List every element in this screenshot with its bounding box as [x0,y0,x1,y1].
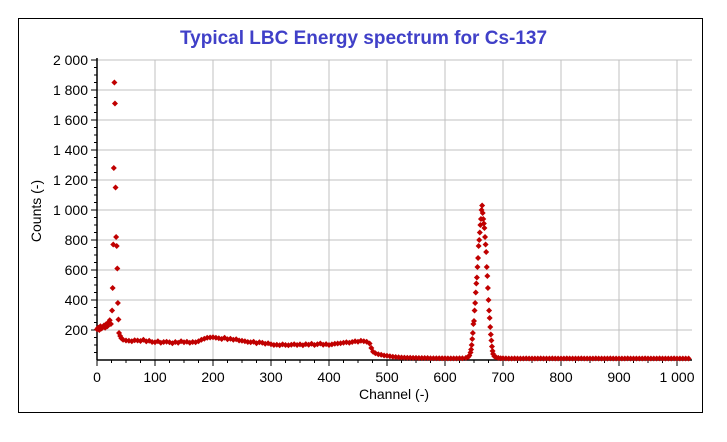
data-point [471,307,478,314]
data-point [366,340,373,347]
data-point [483,249,490,255]
x-tick-label: 300 [259,369,283,385]
y-tick-label: 1 400 [53,142,88,158]
data-point [109,307,116,314]
chart-title: Typical LBC Energy spectrum for Cs-137 [179,28,548,49]
data-points [94,79,692,362]
y-tick-label: 1 600 [53,112,88,128]
y-tick-label: 600 [65,262,89,278]
data-point [486,315,493,321]
data-point [475,243,482,249]
y-axis-label: Counts (-) [28,180,44,242]
data-point [468,346,475,353]
data-point [480,216,487,222]
data-point [487,331,494,338]
data-point [486,307,493,314]
data-point [471,318,477,324]
data-point [472,300,479,306]
data-point [107,321,114,327]
data-point [113,243,120,249]
data-point [114,265,121,272]
y-tick-label: 1 000 [53,202,88,218]
x-axis-label: Channel (-) [359,386,429,402]
x-tick-label: 600 [433,369,457,385]
x-tick-label: 900 [607,369,631,385]
data-point [482,241,489,248]
y-tick-label: 400 [65,292,89,308]
data-point [469,330,476,336]
data-point [479,210,486,216]
grid-lines [97,59,692,360]
axes: 0 100 200 300 400 500 600 700 800 900 1 000 200 400 6… [53,52,695,385]
data-point [481,225,488,231]
x-tick-label: 1 000 [659,369,694,385]
data-point [487,324,494,330]
y-tick-label: 200 [65,322,89,338]
data-point [685,355,692,362]
data-point [485,297,492,303]
data-point [488,337,495,344]
data-point [468,342,475,348]
data-point [473,274,480,281]
x-tick-label: 400 [317,369,341,385]
data-point [111,100,118,107]
data-point [472,289,479,296]
data-point [483,264,490,270]
data-point [488,343,495,350]
y-tick-label: 1 200 [53,172,88,188]
data-point [484,273,491,279]
data-point [482,234,489,240]
x-tick-label: 200 [201,369,225,385]
data-point [114,300,121,306]
data-point [113,234,120,240]
data-point [112,184,119,191]
y-tick-label: 800 [65,232,89,248]
data-point [473,280,480,287]
data-point [474,264,481,270]
data-point [469,336,476,342]
data-point [109,285,116,291]
x-tick-label: 800 [549,369,573,385]
x-tick-label: 0 [93,369,101,385]
data-point [479,202,486,209]
y-tick-label: 1 800 [53,82,88,98]
data-point [476,229,483,236]
data-point [475,255,482,261]
x-tick-label: 700 [491,369,515,385]
data-point [484,285,491,291]
data-point [480,220,487,227]
x-tick-label: 500 [375,369,399,385]
x-tick-label: 100 [143,369,167,385]
chart-frame [18,18,703,413]
data-point [476,237,483,243]
data-point [111,79,118,86]
data-point [110,165,117,171]
data-point [459,355,466,362]
y-tick-label: 2 000 [53,52,88,68]
data-point [115,316,122,323]
